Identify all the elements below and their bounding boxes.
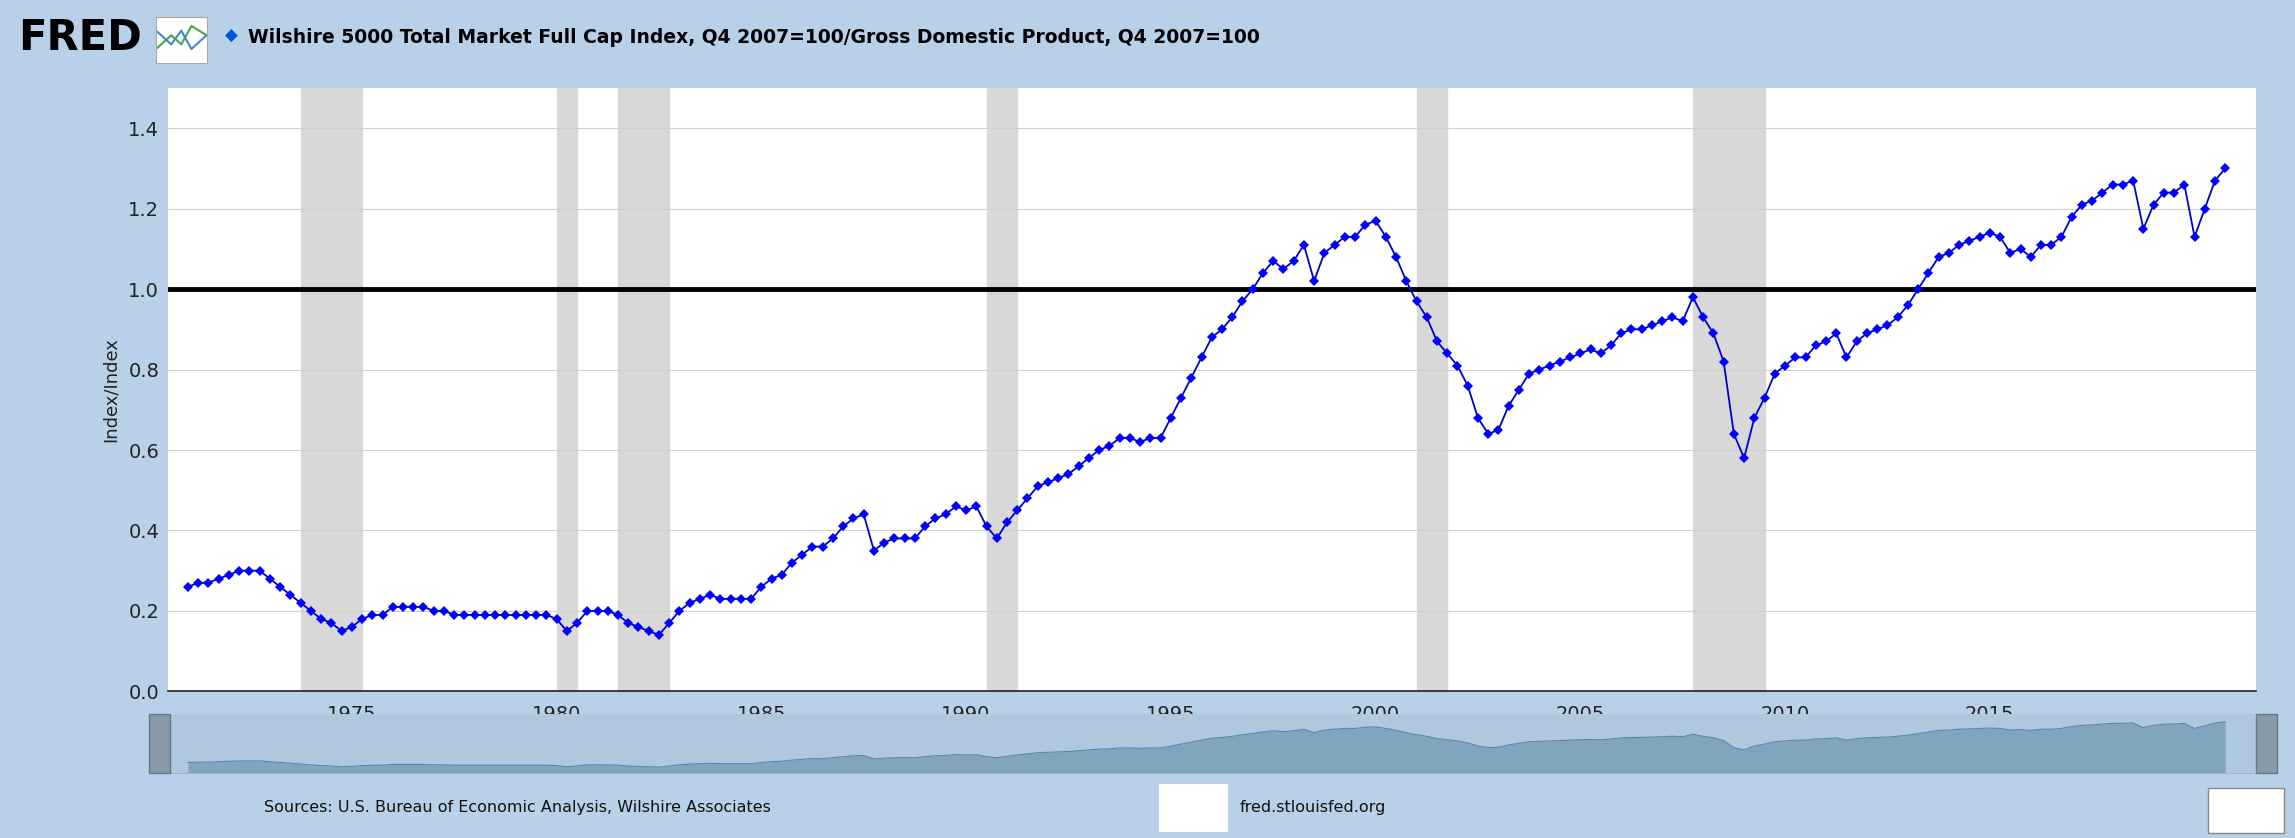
Bar <box>301 88 363 691</box>
Bar <box>1694 88 1765 691</box>
Bar <box>1416 88 1448 691</box>
Text: Sources: U.S. Bureau of Economic Analysis, Wilshire Associates: Sources: U.S. Bureau of Economic Analysi… <box>264 800 771 815</box>
Text: fred.stlouisfed.org: fred.stlouisfed.org <box>1239 800 1386 815</box>
Bar <box>987 88 1017 691</box>
FancyBboxPatch shape <box>1159 784 1228 832</box>
Y-axis label: Index/Index: Index/Index <box>101 337 119 442</box>
FancyBboxPatch shape <box>2208 788 2284 833</box>
Text: ◆: ◆ <box>225 27 239 45</box>
Bar <box>617 88 670 691</box>
Bar <box>558 88 576 691</box>
Text: Wilshire 5000 Total Market Full Cap Index, Q4 2007=100/Gross Domestic Product, Q: Wilshire 5000 Total Market Full Cap Inde… <box>248 28 1260 47</box>
Text: FRED: FRED <box>18 17 142 59</box>
